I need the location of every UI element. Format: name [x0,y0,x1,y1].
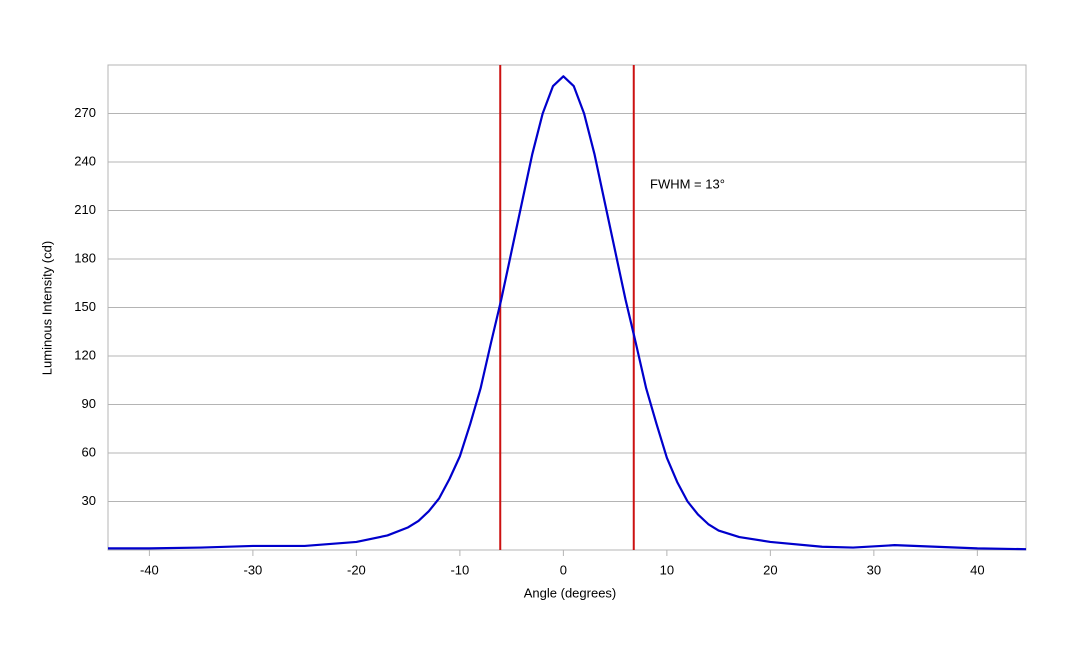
x-tick-label: -40 [140,562,159,577]
y-tick-label: 30 [82,493,96,508]
y-tick-label: 60 [82,444,96,459]
annotation: FWHM = 13° [650,176,725,191]
y-tick-label: 90 [82,396,96,411]
x-tick-label: -20 [347,562,366,577]
x-tick-label: 0 [560,562,567,577]
y-axis-label: Luminous Intensity (cd) [39,241,54,375]
y-tick-label: 240 [74,153,96,168]
x-tick-label: 30 [867,562,881,577]
x-tick-label: 20 [763,562,777,577]
intensity-line [108,75,1027,551]
y-tick-label: 180 [74,250,96,265]
y-tick-label: 120 [74,347,96,362]
y-tick-label: 270 [74,105,96,120]
x-tick-label: 40 [970,562,984,577]
y-tick-label: 210 [74,202,96,217]
x-axis-label: Angle (degrees) [524,585,617,600]
x-tick-label: -30 [243,562,262,577]
x-tick-label: -10 [450,562,469,577]
plot-border [107,64,1027,551]
y-tick-label: 150 [74,299,96,314]
x-tick-label: 10 [660,562,674,577]
